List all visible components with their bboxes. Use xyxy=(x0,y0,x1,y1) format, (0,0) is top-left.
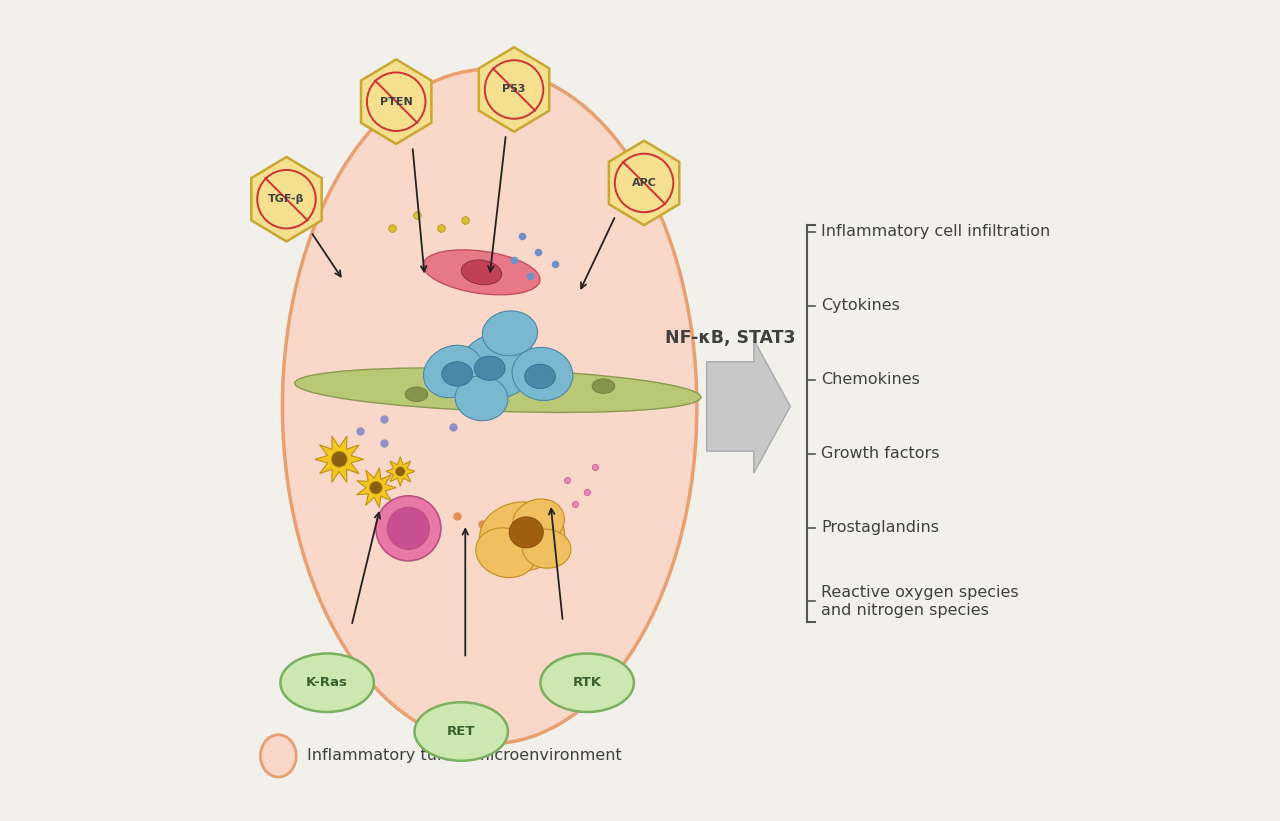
Polygon shape xyxy=(609,140,680,225)
Ellipse shape xyxy=(540,654,634,712)
Ellipse shape xyxy=(283,69,696,744)
Text: RET: RET xyxy=(447,725,475,738)
Ellipse shape xyxy=(294,368,701,412)
Polygon shape xyxy=(251,157,321,241)
Text: Inflammatory tumor microenvironment: Inflammatory tumor microenvironment xyxy=(307,749,622,764)
Polygon shape xyxy=(707,340,790,473)
Ellipse shape xyxy=(424,346,483,397)
Polygon shape xyxy=(315,436,364,483)
Ellipse shape xyxy=(415,702,508,761)
Text: Cytokines: Cytokines xyxy=(822,298,900,313)
Text: Prostaglandins: Prostaglandins xyxy=(822,520,940,535)
Polygon shape xyxy=(385,456,415,486)
Polygon shape xyxy=(479,48,549,131)
Ellipse shape xyxy=(509,517,543,548)
Ellipse shape xyxy=(476,528,536,577)
Circle shape xyxy=(376,496,440,561)
Text: P53: P53 xyxy=(502,85,526,94)
Polygon shape xyxy=(357,468,397,507)
Text: Chemokines: Chemokines xyxy=(822,372,920,388)
Ellipse shape xyxy=(442,362,472,386)
Ellipse shape xyxy=(483,311,538,355)
Ellipse shape xyxy=(406,387,428,401)
Ellipse shape xyxy=(456,376,508,420)
Ellipse shape xyxy=(261,735,296,777)
Ellipse shape xyxy=(280,654,374,712)
Ellipse shape xyxy=(512,347,573,401)
Circle shape xyxy=(388,507,430,549)
Ellipse shape xyxy=(593,378,614,393)
Polygon shape xyxy=(361,59,431,144)
Text: Growth factors: Growth factors xyxy=(822,446,940,461)
Ellipse shape xyxy=(480,502,564,571)
Ellipse shape xyxy=(525,365,556,388)
Ellipse shape xyxy=(424,250,540,295)
Ellipse shape xyxy=(512,499,564,544)
Ellipse shape xyxy=(522,529,571,568)
Text: TGF-β: TGF-β xyxy=(269,195,305,204)
Text: Inflammatory cell infiltration: Inflammatory cell infiltration xyxy=(822,224,1051,239)
Text: PTEN: PTEN xyxy=(380,97,412,107)
Text: RTK: RTK xyxy=(572,677,602,690)
Text: NF-κB, STAT3: NF-κB, STAT3 xyxy=(664,329,795,347)
Circle shape xyxy=(332,452,347,467)
Circle shape xyxy=(370,481,383,494)
Text: Reactive oxygen species
and nitrogen species: Reactive oxygen species and nitrogen spe… xyxy=(822,585,1019,618)
Text: APC: APC xyxy=(631,178,657,188)
Ellipse shape xyxy=(474,356,506,380)
Ellipse shape xyxy=(461,260,502,285)
Circle shape xyxy=(396,466,404,476)
Ellipse shape xyxy=(460,333,536,399)
Text: K-Ras: K-Ras xyxy=(306,677,348,690)
